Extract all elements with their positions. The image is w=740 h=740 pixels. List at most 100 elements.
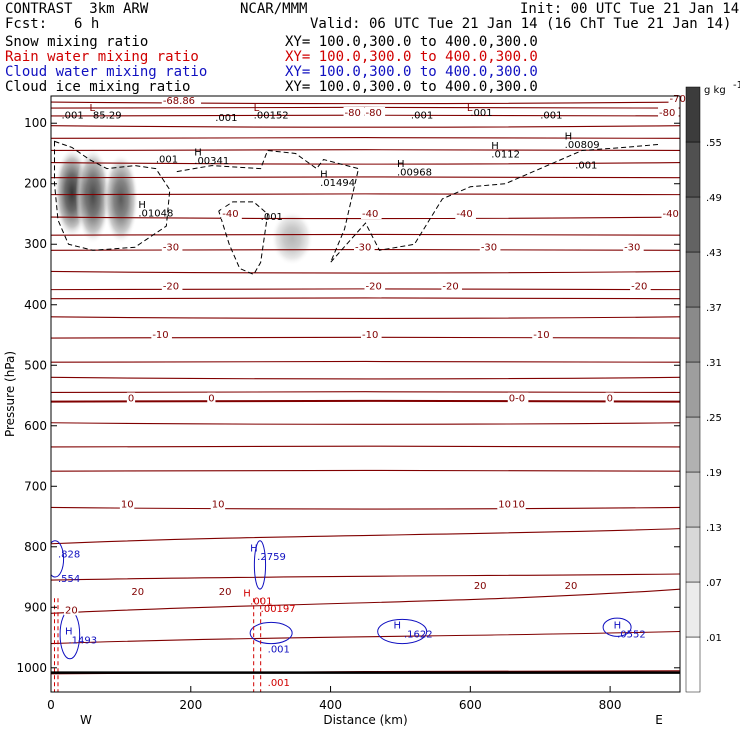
cloudwater-label-2: H [65,627,73,638]
isotherm-label-20-bg [126,392,136,404]
isotherm-label-26: 10 [498,499,511,510]
colorbar-label-5: .31 [706,358,722,369]
isotherm-line-20 [51,399,680,403]
colorbar-label-8: .49 [706,193,722,204]
ice-label-18: .00968 [397,167,432,178]
valid-time: Valid: 06 UTC Tue 21 Jan 14 (16 ChT Tue … [310,16,732,32]
ice-label-8: .001 [470,108,492,119]
isotherm-label-28-bg [63,604,79,616]
west-label: W [80,713,92,727]
fcst-value: 6 h [74,16,100,32]
isotherm-label-30: 20 [219,587,232,598]
isotherm-label-22-bg [507,392,529,404]
isotherm-line-25 [51,528,680,545]
y-tick-label-4: 500 [24,358,47,372]
colorbar-label-7: .43 [706,248,722,259]
east-label: E [655,713,663,727]
x-axis-label: Distance (km) [323,713,407,727]
rainwater-label-2: .00197 [261,604,296,615]
ice-contour-west [53,140,171,251]
ice-label-19: H [320,170,328,181]
isotherm-line-12 [51,270,680,274]
colorbar-swatch-7 [685,251,701,308]
isotherm-label-0-bg [161,94,202,106]
chart-title: CONTRAST 3km ARW [5,1,149,17]
y-axis-label: Pressure (hPa) [3,351,17,437]
isotherm-label-11-bg [479,241,501,253]
isotherm-label-20: 0 [128,394,134,405]
snow-shading-3 [271,210,314,266]
colorbar-label-1: .07 [706,578,722,589]
isotherm-label-4: -70 [670,94,686,105]
isotherm-line-7 [51,176,680,179]
y-tick-label-8: 900 [24,600,47,614]
colorbar-swatch-9 [685,141,701,198]
isotherm-line-18 [51,376,680,380]
isotherm-label-31-bg [472,580,488,592]
isotherm-label-12-bg [623,241,644,253]
isotherm-label-28: 20 [65,605,78,616]
ice-label-11: .00341 [194,156,229,167]
isotherm-line-28 [51,630,680,645]
isotherm-line-0 [51,101,680,105]
isotherm-label-5-bg [221,208,242,220]
ice-label-24: .001 [540,110,562,121]
isotherm-label-26-bg [497,498,512,510]
isotherm-line-23 [51,469,680,472]
isotherm-label-32-bg [563,580,579,592]
isotherm-line-8 [51,193,680,196]
isotherm-line-3 [51,125,680,128]
ice-label-4: L [254,103,260,114]
colorbar-label-9: .55 [706,138,722,149]
colorbar-swatch-1 [685,581,701,638]
colorbar-swatch-3 [685,471,701,528]
isotherm-label-10-bg [354,241,375,253]
ice-label-17: H [397,159,405,170]
isotherm-label-25: 10 [212,499,225,510]
isotherm-line-15 [51,316,680,319]
isotherm-label-14: -20 [366,282,382,293]
rainwater-label-3: .001 [268,678,290,689]
isotherm-line-4 [51,137,680,139]
isotherm-label-1-bg [343,106,365,118]
cloudwater-label-10: .0552 [617,630,646,641]
isotherm-line-10 [51,233,680,236]
center-label: NCAR/MMM [240,1,308,17]
isotherm-label-15-bg [441,280,462,292]
ice-label-5: .00152 [254,110,289,121]
isotherm-label-18: -10 [362,330,378,341]
isotherm-label-7: -40 [456,209,472,220]
cloudwater-contour-5 [602,617,632,637]
fcst-label: Fcst: [5,16,48,32]
rainwater-label-1: .001 [250,596,272,607]
colorbar-swatch-6 [685,306,701,363]
isotherm-label-17-bg [151,329,172,341]
cloudwater-label-5: .2759 [257,552,286,563]
colorbar-swatch-5 [685,361,701,418]
isotherm-label-3: -80 [659,108,675,119]
plot-frame [50,95,681,693]
isotherm-label-18-bg [361,329,382,341]
isotherm-label-6: -40 [362,209,378,220]
isotherm-label-30-bg [217,586,233,598]
isotherm-label-1: -80 [345,108,361,119]
cloudwater-contour-3 [249,621,293,645]
ice-label-7: L [467,103,473,114]
ice-label-21: H [138,200,146,211]
isotherm-label-25-bg [210,498,226,510]
y-tick-label-7: 800 [24,540,47,554]
ice-contour-main [176,143,660,263]
isotherm-label-29-bg [130,586,145,598]
cloudwater-contour-4 [377,618,428,645]
ice-label-10: H [194,147,202,158]
isotherm-label-17: -10 [152,330,168,341]
colorbar-swatch-4 [685,416,701,473]
cloudwater-contour-1 [253,540,267,590]
isotherm-label-31: 20 [474,581,487,592]
isotherm-line-22 [51,445,680,448]
y-tick-label-6: 700 [24,479,47,493]
isotherm-line-17 [51,360,680,363]
y-tick-label-9: 1000 [16,661,47,675]
isotherm-label-12: -30 [624,242,640,253]
